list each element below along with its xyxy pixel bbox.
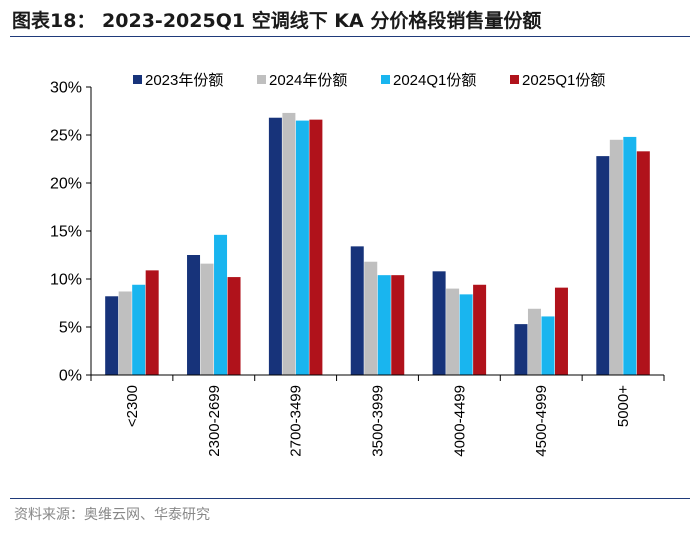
bar-5000+-2023年份额	[596, 156, 610, 375]
legend-swatch	[257, 75, 266, 84]
bar-chart: 0% 5% 10% 15% 20% 25% 30% 2023年份额 2024年份额 2024Q1…	[50, 72, 665, 457]
legend: 2023年份额 2024年份额 2024Q1份额 2025Q1份额	[133, 72, 605, 89]
y-tick-label: 10%	[50, 272, 82, 289]
category-label: 4000-4499	[451, 385, 468, 457]
y-tick-label: 30%	[50, 80, 82, 97]
title-divider	[10, 36, 690, 37]
bar-4500-4999-2024年份额	[527, 308, 541, 375]
bar-<2300-2025Q1份额	[145, 270, 159, 375]
category-label: 2300-2699	[206, 385, 223, 457]
category-label: 4500-4999	[533, 385, 550, 457]
bar-5000+-2025Q1份额	[636, 151, 650, 375]
bar-<2300-2024年份额	[118, 291, 132, 375]
bar-4500-4999-2024Q1份额	[541, 316, 555, 375]
category-label: 5000+	[615, 385, 632, 427]
y-tick-label: 25%	[50, 128, 82, 145]
legend-label: 2024Q1份额	[393, 72, 476, 89]
bar-2700-3499-2024年份额	[282, 112, 296, 376]
bar-2700-3499-2025Q1份额	[309, 119, 323, 375]
category-label: <2300	[124, 385, 141, 427]
bar-2300-2699-2024Q1份额	[214, 234, 228, 375]
category-label: 2700-3499	[288, 385, 305, 457]
legend-swatch	[133, 75, 142, 84]
category-label: 3500-3999	[370, 385, 387, 457]
bar-4000-4499-2023年份额	[432, 271, 446, 375]
bar-4500-4999-2023年份额	[514, 324, 528, 375]
bar-2700-3499-2023年份额	[268, 117, 282, 375]
bar-4500-4999-2025Q1份额	[554, 287, 568, 375]
bar-4000-4499-2024Q1份额	[459, 294, 473, 375]
bar-2300-2699-2025Q1份额	[227, 277, 241, 375]
y-tick-label: 0%	[59, 368, 82, 385]
y-tick-label: 5%	[59, 320, 82, 337]
legend-swatch	[381, 75, 390, 84]
bar-3500-3999-2024Q1份额	[377, 275, 391, 375]
y-axis: 0% 5% 10% 15% 20% 25% 30%	[50, 80, 91, 385]
bar-2700-3499-2024Q1份额	[295, 120, 309, 375]
legend-swatch	[510, 75, 519, 84]
bar-4000-4499-2024年份额	[446, 288, 460, 375]
bar-4000-4499-2025Q1份额	[473, 284, 487, 375]
bar-<2300-2023年份额	[105, 296, 119, 375]
axes	[90, 87, 665, 381]
y-tick-label: 20%	[50, 176, 82, 193]
bar-3500-3999-2025Q1份额	[391, 275, 405, 375]
bar-5000+-2024Q1份额	[623, 136, 637, 375]
bar-5000+-2024年份额	[609, 139, 623, 375]
x-axis-labels: <2300 2300-2699 2700-3499 3500-3999 4000-449…	[124, 385, 632, 457]
legend-label: 2023年份额	[145, 72, 223, 89]
y-tick-label: 15%	[50, 224, 82, 241]
bars	[105, 112, 650, 376]
bar-2300-2699-2023年份额	[187, 255, 201, 375]
bar-3500-3999-2024年份额	[364, 261, 378, 375]
bar-2300-2699-2024年份额	[200, 263, 214, 375]
source-note: 资料来源：奥维云网、华泰研究	[14, 507, 210, 523]
footer-divider	[10, 498, 690, 499]
bar-<2300-2024Q1份额	[132, 284, 146, 375]
chart-title: 图表18： 2023-2025Q1 空调线下 KA 分价格段销售量份额	[12, 10, 542, 32]
bar-3500-3999-2023年份额	[350, 246, 364, 375]
legend-label: 2025Q1份额	[522, 72, 605, 89]
legend-label: 2024年份额	[269, 72, 347, 89]
